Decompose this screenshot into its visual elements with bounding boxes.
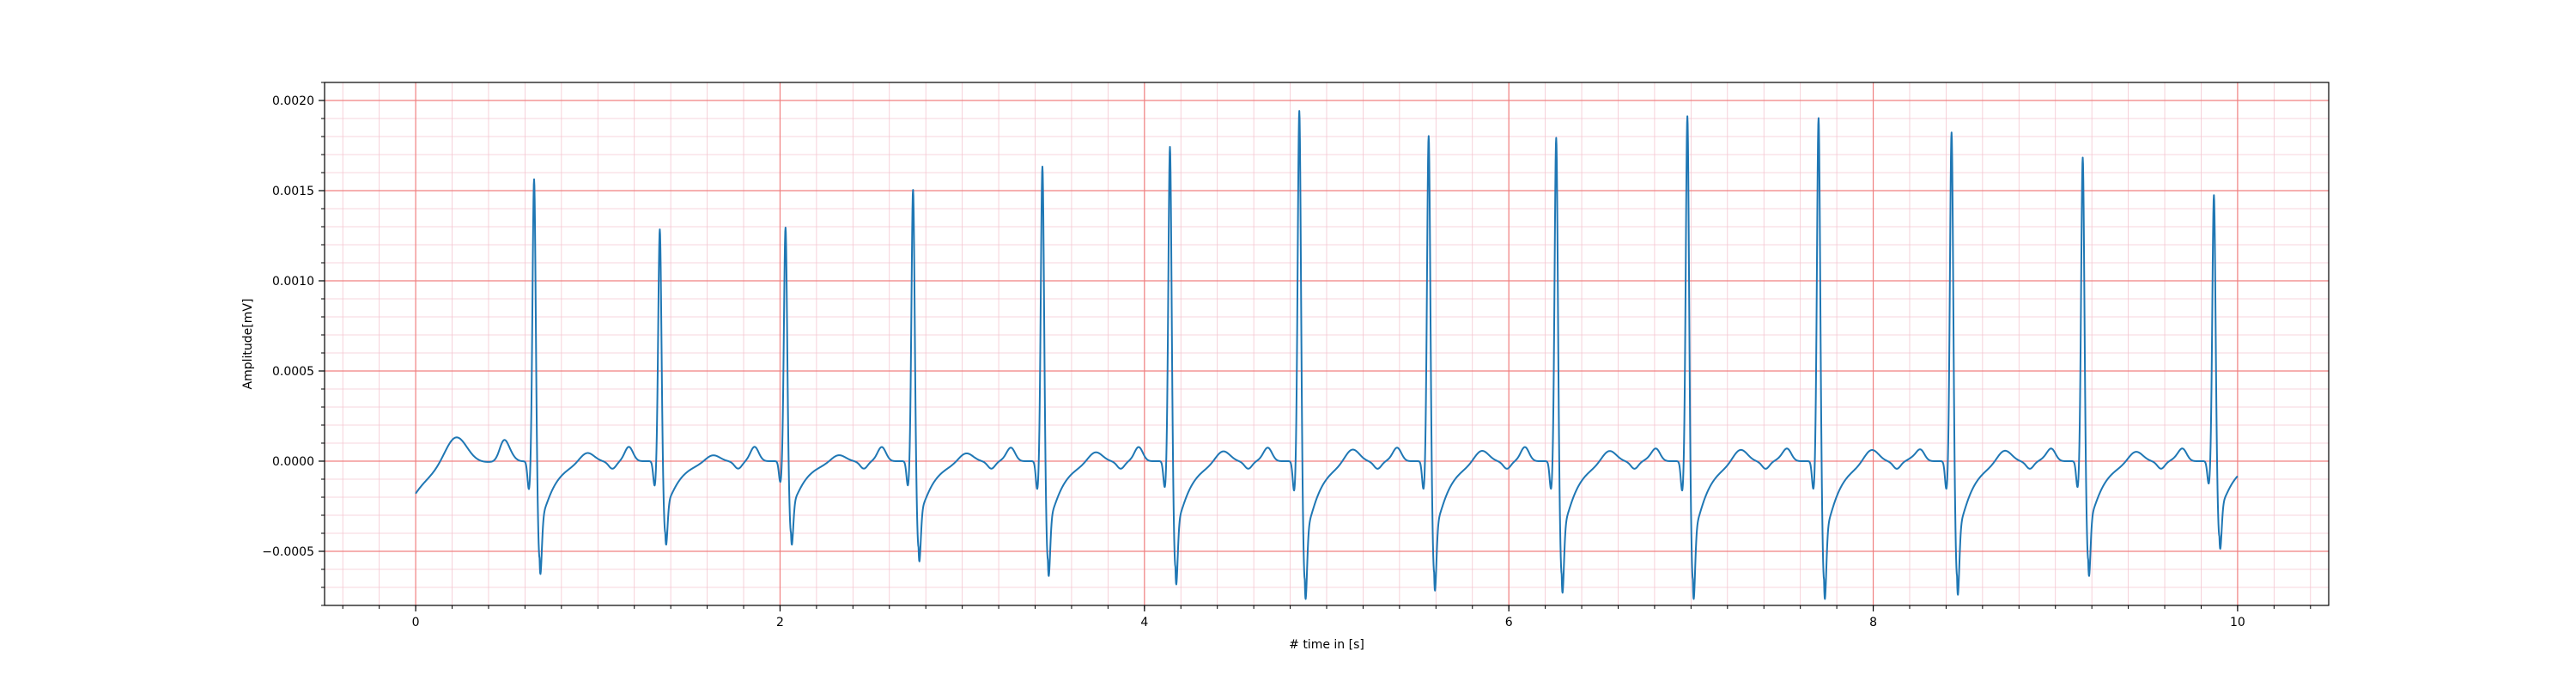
- x-tick-label: 6: [1505, 616, 1513, 629]
- y-tick-label: 0.0020: [272, 94, 314, 108]
- x-tick-label: 4: [1140, 616, 1148, 629]
- x-axis-ticks: 0 2 4 6 8 10: [342, 605, 2312, 629]
- y-tick-label: 0.0015: [272, 185, 314, 198]
- ecg-signal-line: [415, 110, 2239, 600]
- y-tick-label: 0.0005: [272, 365, 314, 379]
- y-tick-label: 0.0000: [272, 455, 314, 469]
- x-tick-label: 10: [2230, 616, 2245, 629]
- x-tick-label: 0: [412, 616, 420, 629]
- minor-grid: [325, 82, 2329, 606]
- x-axis-label: # time in [s]: [1289, 638, 1364, 652]
- series-layer: [415, 110, 2239, 600]
- y-axis-ticks: −0.0005 0.0000 0.0005 0.0010 0.0015 0.0020: [262, 82, 325, 606]
- y-tick-label: −0.0005: [262, 545, 314, 559]
- x-tick-label: 2: [776, 616, 784, 629]
- x-tick-label: 8: [1869, 616, 1877, 629]
- y-tick-label: 0.0010: [272, 275, 314, 289]
- y-axis-label: Amplitude[mV]: [241, 299, 255, 390]
